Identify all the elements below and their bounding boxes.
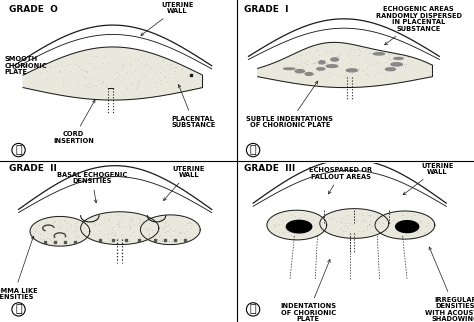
Polygon shape: [375, 211, 435, 239]
Text: COMMA LIKE
DENSITIES: COMMA LIKE DENSITIES: [0, 236, 38, 300]
Polygon shape: [30, 216, 90, 246]
Ellipse shape: [331, 58, 338, 61]
Text: PLACENTAL
SUBSTANCE: PLACENTAL SUBSTANCE: [171, 85, 215, 128]
Ellipse shape: [394, 58, 403, 59]
Ellipse shape: [317, 68, 325, 70]
Text: GRADE  II: GRADE II: [9, 164, 57, 173]
Polygon shape: [267, 210, 327, 240]
Polygon shape: [320, 209, 389, 238]
Text: UTERINE
WALL: UTERINE WALL: [141, 2, 193, 35]
Text: GRADE  I: GRADE I: [244, 5, 288, 14]
Text: BASAL ECHOGENIC
DENSITIES: BASAL ECHOGENIC DENSITIES: [57, 172, 127, 203]
Ellipse shape: [374, 53, 384, 55]
Polygon shape: [396, 221, 419, 232]
Text: UTERINE
WALL: UTERINE WALL: [403, 163, 453, 195]
Polygon shape: [81, 212, 159, 245]
Text: IRREGULAR
DENSITIES
WITH ACOUSTIC
SHADOWING: IRREGULAR DENSITIES WITH ACOUSTIC SHADOW…: [425, 247, 474, 322]
Text: ⓑ: ⓑ: [250, 145, 256, 155]
Polygon shape: [140, 215, 200, 245]
Text: INDENTATIONS
OF CHORIONIC
PLATE: INDENTATIONS OF CHORIONIC PLATE: [280, 260, 336, 322]
Text: UTERINE
WALL: UTERINE WALL: [164, 166, 205, 201]
Text: ⓒ: ⓒ: [15, 304, 22, 314]
Text: ECHOGENIC AREAS
RANDOMLY DISPERSED
IN PLACENTAL
SUBSTANCE: ECHOGENIC AREAS RANDOMLY DISPERSED IN PL…: [376, 6, 462, 45]
Polygon shape: [286, 220, 312, 233]
Ellipse shape: [295, 70, 304, 73]
Text: CORD
INSERTION: CORD INSERTION: [53, 100, 95, 144]
Text: GRADE  O: GRADE O: [9, 5, 58, 14]
Text: ⓓ: ⓓ: [250, 304, 256, 314]
Text: ECHOSPARED OR
FALLOUT AREAS: ECHOSPARED OR FALLOUT AREAS: [309, 167, 372, 194]
Ellipse shape: [319, 61, 325, 64]
Ellipse shape: [284, 68, 294, 70]
Text: ⓐ: ⓐ: [15, 145, 22, 155]
Text: SMOOTH
CHORIONIC
PLATE: SMOOTH CHORIONIC PLATE: [5, 56, 47, 75]
Polygon shape: [23, 47, 202, 100]
Text: SUBTLE INDENTATIONS
OF CHORIONIC PLATE: SUBTLE INDENTATIONS OF CHORIONIC PLATE: [246, 81, 333, 128]
Ellipse shape: [346, 69, 357, 72]
Text: GRADE  III: GRADE III: [244, 164, 295, 173]
Ellipse shape: [391, 63, 402, 66]
Ellipse shape: [305, 72, 313, 75]
Ellipse shape: [326, 65, 337, 67]
Polygon shape: [258, 43, 432, 88]
Ellipse shape: [385, 68, 395, 71]
